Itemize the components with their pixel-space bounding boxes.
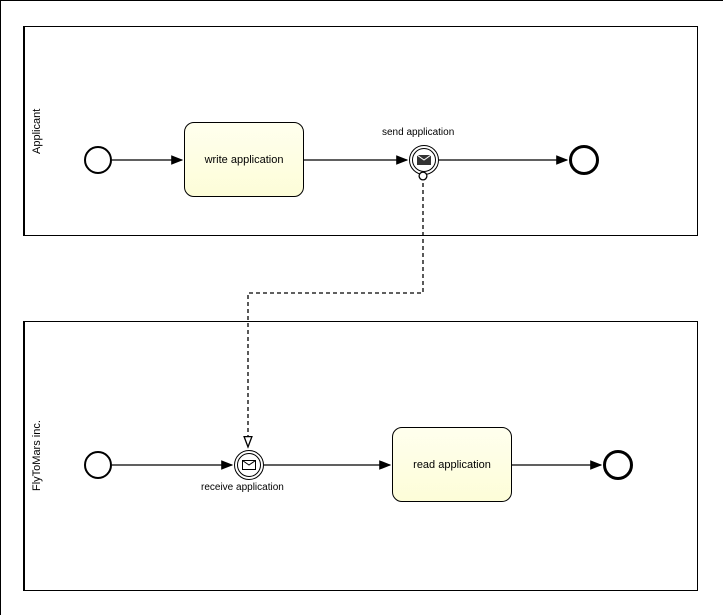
pool-applicant[interactable]: Applicant write application send applica… [23,26,698,236]
start-event-applicant[interactable] [84,146,112,174]
task-read-label: read application [413,459,491,471]
envelope-outline-icon [242,460,256,470]
envelope-filled-icon [417,155,431,165]
task-write-label: write application [205,154,284,166]
pool-flytomars-body: receive application read application [49,322,697,590]
task-read-application[interactable]: read application [392,427,512,502]
event-receive-application[interactable] [234,450,264,480]
bpmn-canvas: Applicant write application send applica… [0,0,723,615]
event-send-application[interactable] [409,145,439,175]
pool-flytomars[interactable]: FlyToMars inc. receive application read … [23,321,698,591]
event-send-application-label: send application [382,127,454,138]
end-event-flytomars[interactable] [603,450,633,480]
pool-flytomars-label: FlyToMars inc. [24,322,49,590]
pool-applicant-body: write application send application [49,27,697,235]
start-event-flytomars[interactable] [84,451,112,479]
pool-applicant-flows [49,27,699,237]
task-write-application[interactable]: write application [184,122,304,197]
event-receive-application-label: receive application [201,482,284,493]
pool-flytomars-flows [49,322,699,592]
pool-applicant-label: Applicant [24,27,49,235]
end-event-applicant[interactable] [569,145,599,175]
